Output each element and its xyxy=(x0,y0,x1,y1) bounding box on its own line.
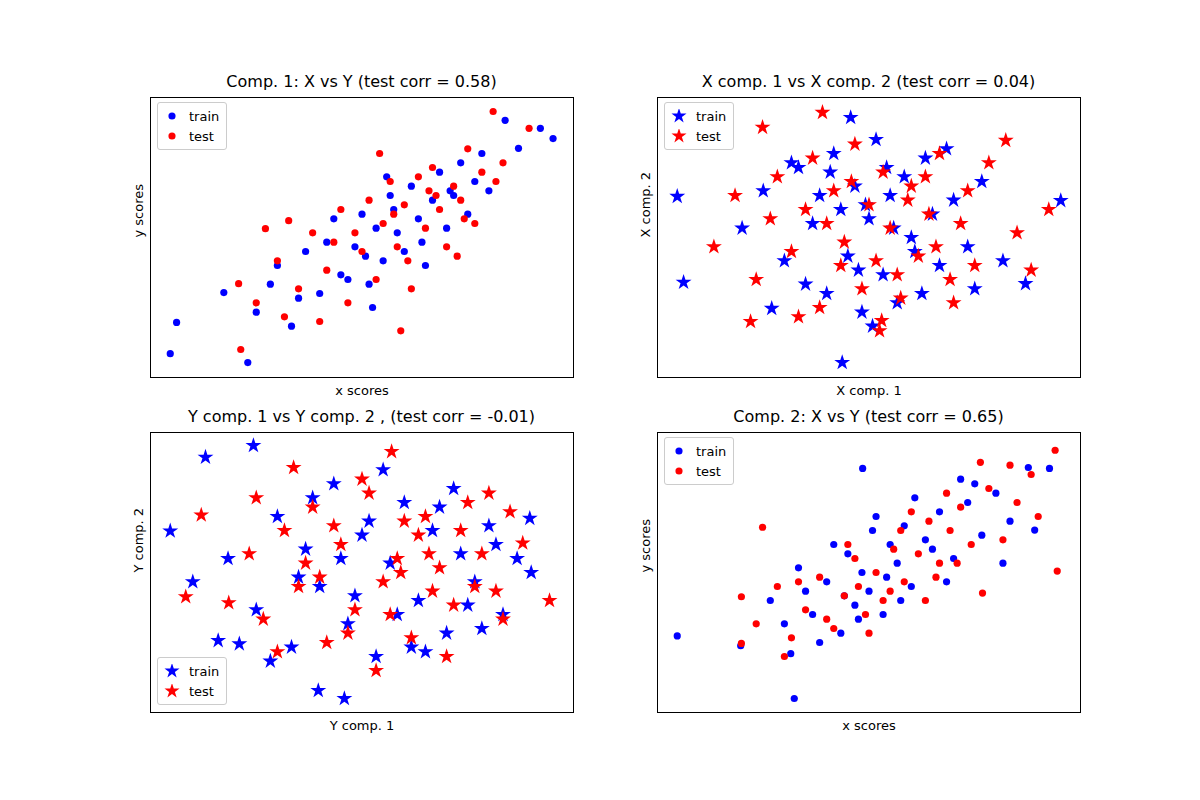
svg-text:x scores: x scores xyxy=(335,383,389,398)
svg-text:x scores: x scores xyxy=(842,718,896,733)
svg-text:X comp. 1: X comp. 1 xyxy=(836,383,902,398)
svg-text:Y comp. 1: Y comp. 1 xyxy=(329,718,395,733)
html-text:Comp. 1: X vs Y (test corr = 0: Comp. 1: X vs Y (test corr = 0.58) xyxy=(226,72,497,91)
svg-text:X comp. 2: X comp. 2 xyxy=(638,172,653,238)
html-text:Comp. 2: X vs Y (test corr = 0: Comp. 2: X vs Y (test corr = 0.65) xyxy=(733,407,1004,426)
html-text:test: test xyxy=(696,463,721,479)
html-text:Y comp. 1 vs Y comp. 2 , (test: Y comp. 1 vs Y comp. 2 , (test corr = -0… xyxy=(188,407,535,426)
svg-text:Y comp. 2: Y comp. 2 xyxy=(131,508,146,574)
html-text:train: train xyxy=(189,663,220,679)
svg-text:y scores: y scores xyxy=(131,184,146,238)
html-text:test: test xyxy=(189,128,214,144)
html-text:test: test xyxy=(189,683,214,699)
html-text:X comp. 1 vs X comp. 2 (test c: X comp. 1 vs X comp. 2 (test corr = 0.04… xyxy=(701,72,1036,91)
svg-text:y scores: y scores xyxy=(638,519,653,573)
html-text:train: train xyxy=(189,108,220,124)
html-text:test: test xyxy=(696,128,721,144)
html-text:train: train xyxy=(696,108,727,124)
html-text:train: train xyxy=(696,443,727,459)
